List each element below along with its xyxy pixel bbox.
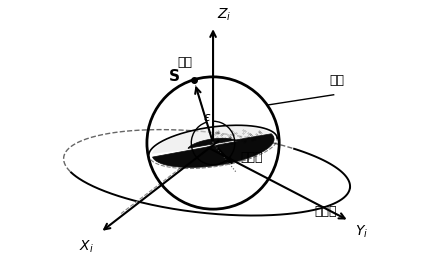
Text: $\varepsilon$: $\varepsilon$ xyxy=(203,111,211,124)
Text: 春分: 春分 xyxy=(330,74,345,87)
Text: $X_i$: $X_i$ xyxy=(79,239,94,255)
Text: 赤道面: 赤道面 xyxy=(240,150,263,163)
Polygon shape xyxy=(152,126,271,154)
Text: 黄道面: 黄道面 xyxy=(314,205,337,218)
Polygon shape xyxy=(153,134,274,167)
Text: $Y_i$: $Y_i$ xyxy=(354,224,368,240)
Text: $Z_i$: $Z_i$ xyxy=(217,7,231,23)
Text: $\mathbf{S}$: $\mathbf{S}$ xyxy=(168,68,180,84)
Text: 太阳: 太阳 xyxy=(177,56,192,69)
